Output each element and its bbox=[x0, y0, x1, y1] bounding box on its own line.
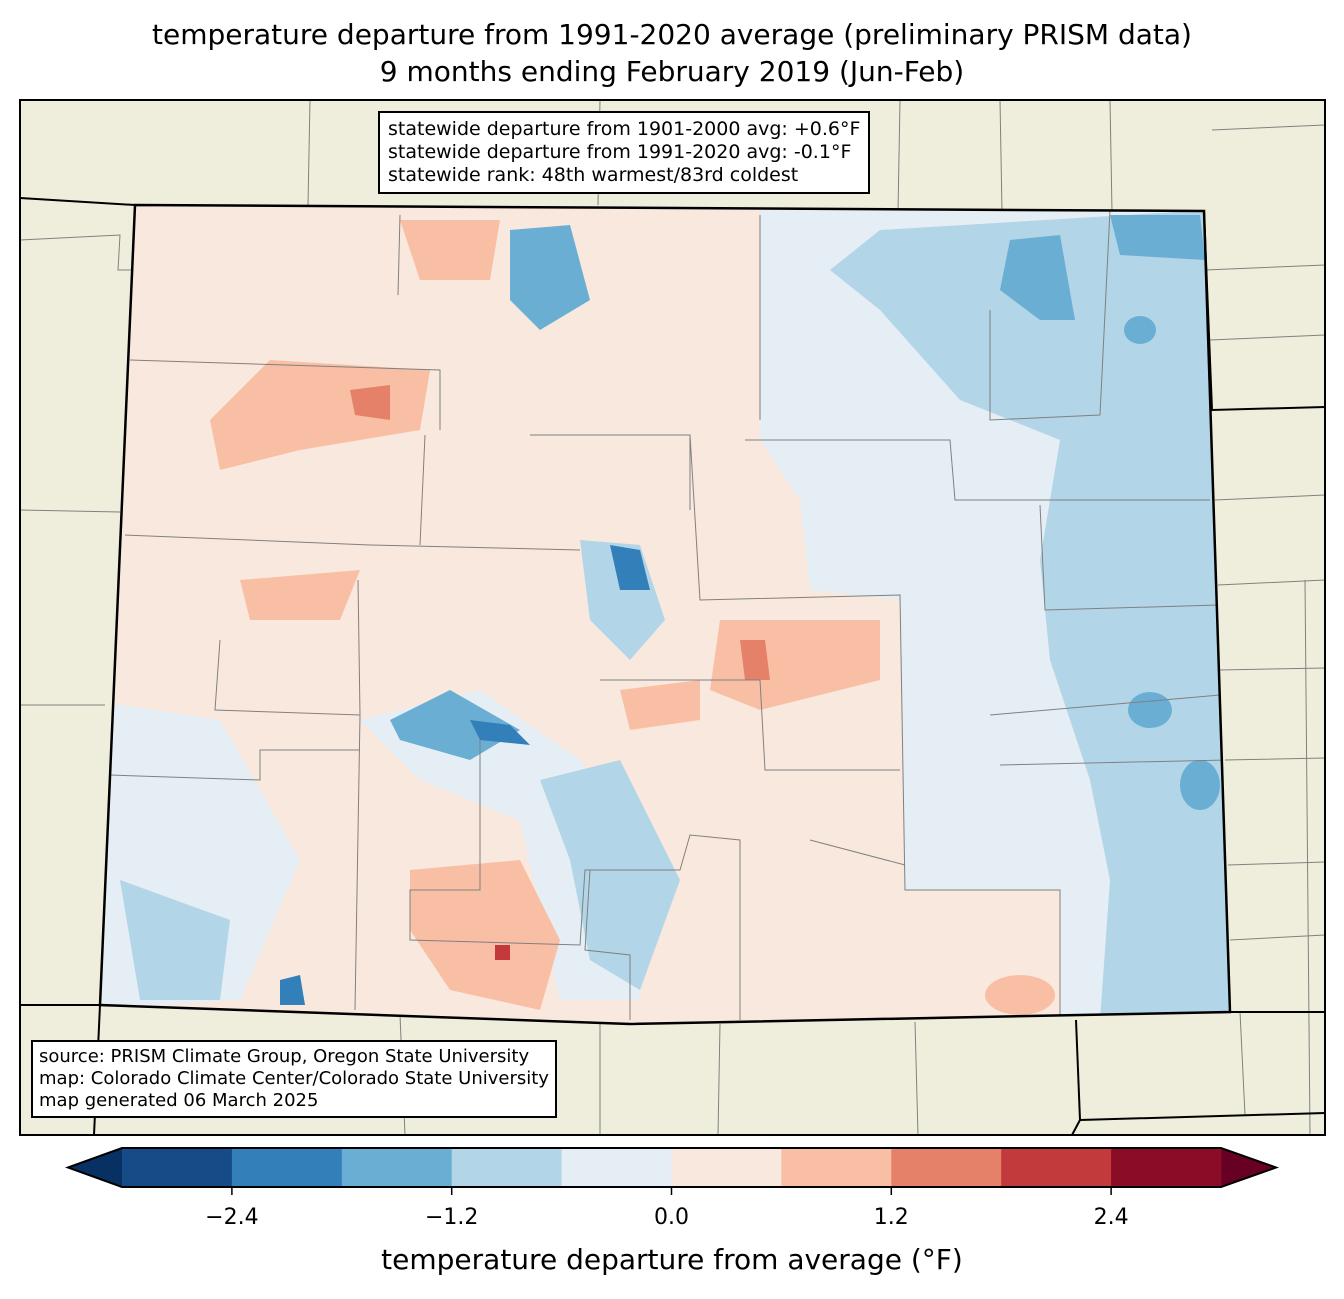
stats-rank: statewide rank: 48th warmest/83rd coldes… bbox=[388, 164, 799, 186]
colorbar-tick-label: −2.4 bbox=[205, 1205, 259, 1230]
colorbar-bin bbox=[671, 1148, 782, 1187]
colorbar-bin bbox=[122, 1148, 233, 1187]
colorbar-bin bbox=[231, 1148, 343, 1187]
colorbar-bin bbox=[1001, 1148, 1112, 1187]
map-subtitle: 9 months ending February 2019 (Jun-Feb) bbox=[379, 55, 965, 88]
colorbar-tick-label: 2.4 bbox=[1093, 1205, 1129, 1230]
colorado-border bbox=[98, 203, 1232, 1026]
colorbar-under-extension bbox=[68, 1148, 122, 1187]
stats-departure-1991-2020: statewide departure from 1991-2020 avg: … bbox=[388, 141, 852, 163]
colorbar-bin bbox=[891, 1148, 1002, 1187]
statewide-stats-box: statewide departure from 1901-2000 avg: … bbox=[378, 111, 871, 194]
colorbar bbox=[65, 1147, 1279, 1195]
map-frame bbox=[19, 99, 1326, 1136]
colorbar-bin bbox=[561, 1148, 672, 1187]
map-title: temperature departure from 1991-2020 ave… bbox=[152, 18, 1192, 51]
source-box: source: PRISM Climate Group, Oregon Stat… bbox=[31, 1040, 557, 1118]
colorbar-tick-label: −1.2 bbox=[424, 1205, 479, 1230]
map-credit-line: map: Colorado Climate Center/Colorado St… bbox=[39, 1068, 549, 1089]
colorbar-bin bbox=[781, 1148, 892, 1187]
county-lines bbox=[109, 209, 1226, 1020]
colorbar-bin bbox=[341, 1148, 453, 1187]
colorbar-outline bbox=[65, 1147, 1279, 1188]
stats-departure-1901-2000: statewide departure from 1901-2000 avg: … bbox=[388, 118, 861, 140]
colorbar-tick-label: 0.0 bbox=[654, 1205, 689, 1230]
colorbar-tick-label: 1.2 bbox=[873, 1205, 909, 1230]
colorbar-over-extension bbox=[1221, 1148, 1276, 1187]
colorbar-label: temperature departure from average (°F) bbox=[381, 1243, 963, 1276]
departure-field bbox=[100, 205, 1230, 1024]
colorbar-bin bbox=[1111, 1148, 1222, 1187]
colorbar-bin bbox=[451, 1148, 563, 1187]
generated-date-line: map generated 06 March 2025 bbox=[39, 1090, 319, 1111]
source-line: source: PRISM Climate Group, Oregon Stat… bbox=[39, 1046, 530, 1067]
